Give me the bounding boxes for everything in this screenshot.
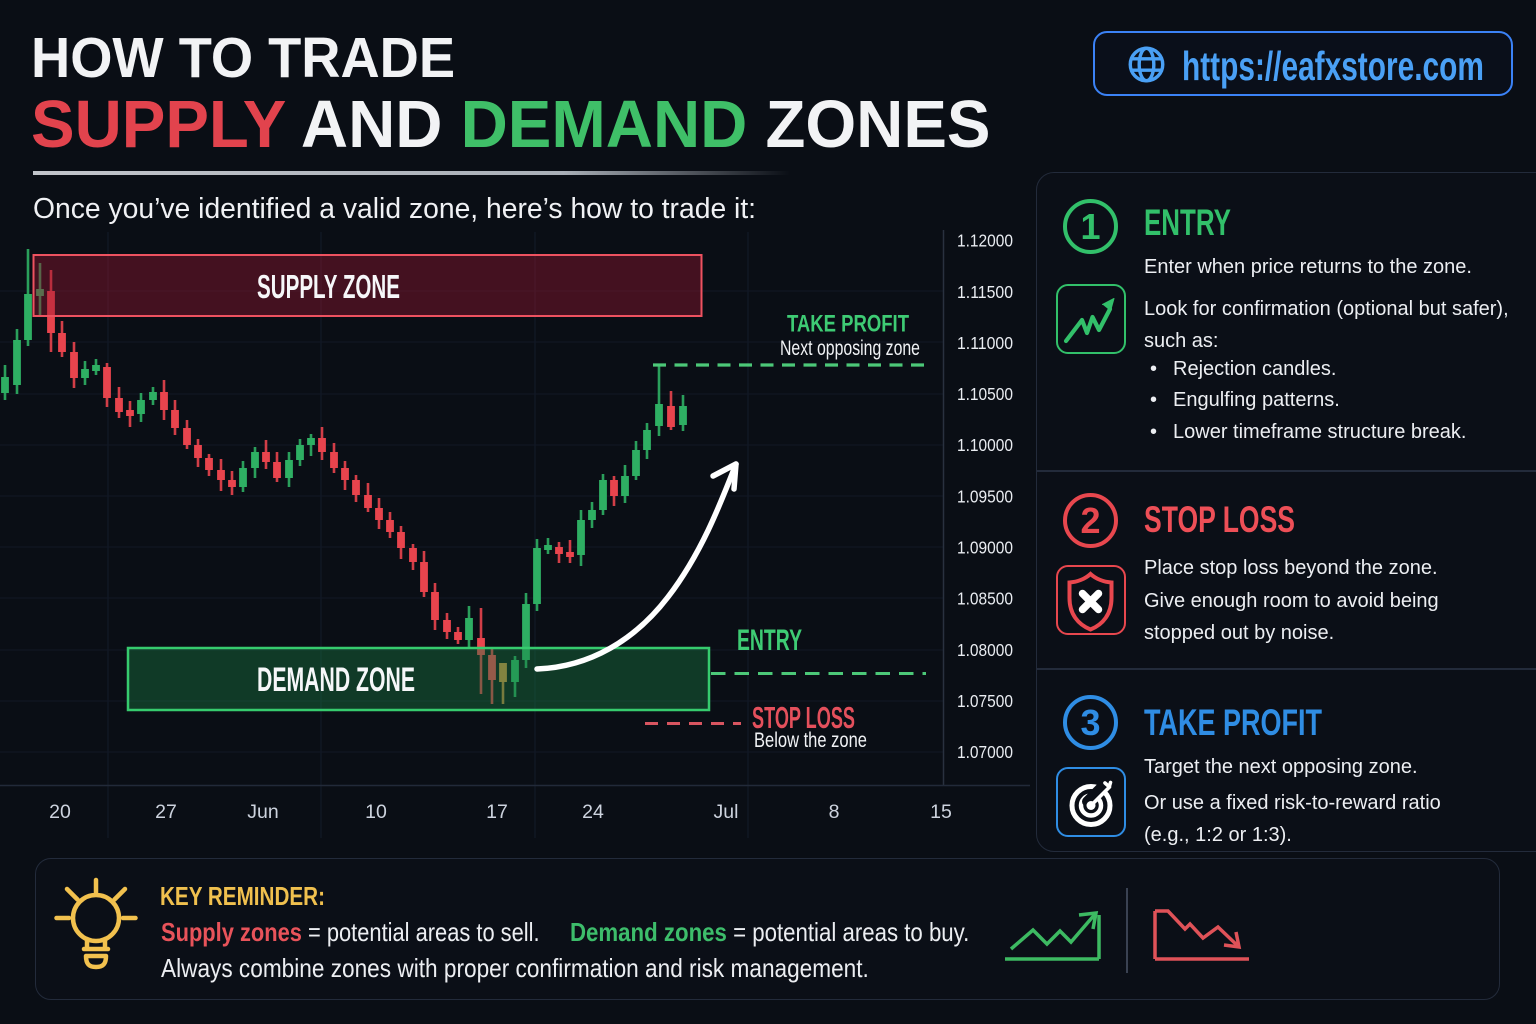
svg-text:1.09500: 1.09500 (957, 486, 1013, 506)
svg-text:1.08000: 1.08000 (957, 640, 1013, 660)
svg-text:1.10000: 1.10000 (957, 435, 1013, 455)
svg-text:8: 8 (829, 801, 840, 823)
svg-text:20: 20 (49, 801, 71, 823)
svg-text:DEMAND ZONE: DEMAND ZONE (257, 661, 415, 699)
svg-text:1.07000: 1.07000 (957, 742, 1013, 762)
svg-text:STOP LOSS: STOP LOSS (752, 700, 855, 735)
svg-text:Below the zone: Below the zone (754, 729, 867, 752)
svg-text:27: 27 (155, 801, 177, 823)
svg-text:1.07500: 1.07500 (957, 691, 1013, 711)
svg-text:1.11500: 1.11500 (957, 282, 1013, 302)
svg-text:1.11000: 1.11000 (957, 333, 1013, 353)
svg-text:17: 17 (486, 801, 508, 823)
svg-text:Jun: Jun (247, 801, 278, 823)
svg-text:TAKE PROFIT: TAKE PROFIT (787, 311, 909, 338)
svg-text:10: 10 (365, 801, 387, 823)
svg-text:ENTRY: ENTRY (737, 624, 802, 657)
svg-text:1.10500: 1.10500 (957, 384, 1013, 404)
svg-text:24: 24 (582, 801, 604, 823)
svg-text:1.09000: 1.09000 (957, 538, 1013, 558)
svg-text:Jul: Jul (714, 801, 739, 823)
svg-text:1.12000: 1.12000 (957, 231, 1013, 251)
svg-text:1.08500: 1.08500 (957, 589, 1013, 609)
svg-text:SUPPLY ZONE: SUPPLY ZONE (257, 268, 400, 305)
svg-text:15: 15 (930, 801, 952, 823)
svg-text:Next opposing zone: Next opposing zone (780, 337, 920, 360)
